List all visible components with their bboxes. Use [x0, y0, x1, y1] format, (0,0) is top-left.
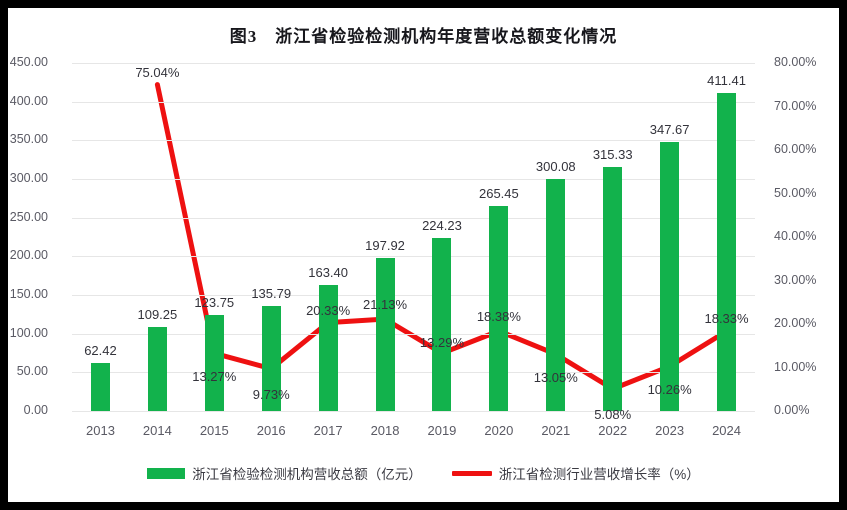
bar-value-label-2019: 224.23 — [422, 217, 462, 233]
legend-label-growth-rate: 浙江省检测行业营收增长率（%） — [498, 467, 700, 482]
growth-rate-label-2020: 18.38% — [476, 309, 521, 325]
bar-2014 — [147, 326, 167, 411]
growth-rate-label-2023: 10.26% — [647, 382, 692, 398]
gridline — [72, 333, 755, 335]
y-axis-right-tick: 0.00% — [774, 403, 810, 417]
bar-2018 — [375, 257, 395, 411]
bar-2019 — [432, 237, 452, 411]
growth-rate-label-2015: 13.27% — [192, 369, 237, 385]
y-axis-left-tick: 0.00 — [23, 403, 48, 417]
x-axis-tick-2022: 2022 — [598, 423, 628, 438]
bar-2020 — [489, 205, 509, 411]
y-axis-right-tick: 80.00% — [774, 55, 817, 69]
growth-rate-label-2016: 9.73% — [252, 386, 290, 402]
y-axis-left-tick: 250.00 — [9, 209, 48, 224]
growth-rate-label-2021: 13.05% — [533, 370, 578, 386]
bar-value-label-2020: 265.45 — [478, 185, 519, 201]
x-axis-tick-2024: 2024 — [712, 423, 741, 438]
gridline — [72, 63, 755, 64]
gridline — [72, 372, 755, 374]
growth-rate-label-2019: 13.29% — [419, 335, 464, 351]
gridline — [72, 256, 755, 258]
bar-value-label-2016: 135.79 — [251, 285, 292, 301]
bar-2022 — [603, 167, 623, 411]
bar-2016 — [261, 306, 281, 411]
growth-rate-label-2024: 18.33% — [704, 311, 749, 327]
y-axis-right-tick: 10.00% — [774, 359, 817, 374]
y-axis-right-tick: 50.00% — [774, 185, 817, 200]
x-axis-tick-2018: 2018 — [370, 423, 400, 438]
chart-legend: 浙江省检验检测机构营收总额（亿元） 浙江省检测行业营收增长率（%） — [8, 463, 839, 483]
chart-frame: 图3 浙江省检验检测机构年度营收总额变化情况 0.00 50.00 100.00 15… — [8, 8, 839, 502]
legend-line-swatch-icon — [451, 470, 492, 476]
bar-2024 — [717, 92, 737, 411]
gridline — [72, 140, 755, 142]
y-axis-left-tick: 450.00 — [9, 55, 48, 69]
bar-value-label-2023: 347.67 — [649, 122, 690, 138]
y-axis-left-tick: 150.00 — [9, 287, 48, 301]
x-axis-tick-2021: 2021 — [541, 423, 571, 438]
gridline — [72, 411, 755, 412]
bar-value-label-2014: 109.25 — [137, 306, 178, 322]
growth-rate-label-2017: 20.33% — [306, 302, 351, 318]
y-axis-right-tick: 20.00% — [774, 316, 817, 330]
bar-value-label-2015: 123.75 — [194, 295, 235, 311]
legend-bar-swatch-icon — [147, 467, 186, 479]
y-axis-left-tick: 200.00 — [9, 248, 48, 263]
x-axis-tick-2020: 2020 — [484, 423, 514, 438]
gridline — [72, 295, 755, 296]
y-axis-left-tick: 50.00 — [16, 364, 48, 379]
y-axis-left-tick: 350.00 — [9, 132, 48, 147]
bar-value-label-2013: 62.42 — [84, 342, 117, 358]
bar-2021 — [546, 178, 566, 411]
y-axis-left-tick: 100.00 — [9, 325, 48, 340]
bar-2013 — [90, 362, 110, 411]
bar-value-label-2017: 163.40 — [308, 264, 348, 280]
bar-2015 — [204, 315, 224, 411]
gridline — [72, 179, 755, 180]
y-axis-left-tick: 400.00 — [9, 93, 48, 108]
bar-value-label-2021: 300.08 — [535, 158, 576, 174]
growth-rate-label-2014: 75.04% — [135, 64, 180, 80]
x-axis-tick-2016: 2016 — [256, 423, 286, 438]
bar-value-label-2018: 197.92 — [365, 237, 405, 253]
legend-item-growth-rate: 浙江省检测行业营收增长率（%） — [451, 463, 700, 483]
plot-area: 0.00 50.00 100.00 150.00 200.00 250.00 300.00 3… — [10, 55, 817, 438]
growth-rate-label-2018: 21.13% — [362, 297, 408, 313]
bar-2023 — [660, 142, 680, 411]
gridline — [72, 217, 755, 219]
chart-title: 图3 浙江省检验检测机构年度营收总额变化情况 — [229, 27, 618, 46]
x-axis-tick-2014: 2014 — [142, 423, 172, 438]
legend-item-revenue-total: 浙江省检验检测机构营收总额（亿元） — [147, 463, 422, 483]
bar-value-label-2024: 411.41 — [707, 72, 746, 88]
y-axis-right-tick: 30.00% — [774, 272, 817, 287]
x-axis-tick-2019: 2019 — [427, 423, 457, 438]
y-axis-left-tick: 300.00 — [9, 171, 48, 185]
x-axis-tick-2017: 2017 — [313, 423, 343, 438]
x-axis-tick-2023: 2023 — [655, 423, 685, 438]
legend-label-revenue-total: 浙江省检验检测机构营收总额（亿元） — [192, 467, 422, 482]
y-axis-right-tick: 70.00% — [774, 98, 817, 113]
x-axis-tick-2015: 2015 — [199, 423, 229, 438]
x-axis-tick-2013: 2013 — [86, 423, 115, 438]
growth-rate-label-2022: 5.08% — [594, 406, 632, 422]
gridline — [72, 101, 755, 103]
bar-2017 — [318, 284, 338, 411]
bar-value-label-2022: 315.33 — [592, 147, 633, 163]
y-axis-right-tick: 60.00% — [774, 142, 817, 156]
y-axis-right-tick: 40.00% — [774, 229, 817, 243]
